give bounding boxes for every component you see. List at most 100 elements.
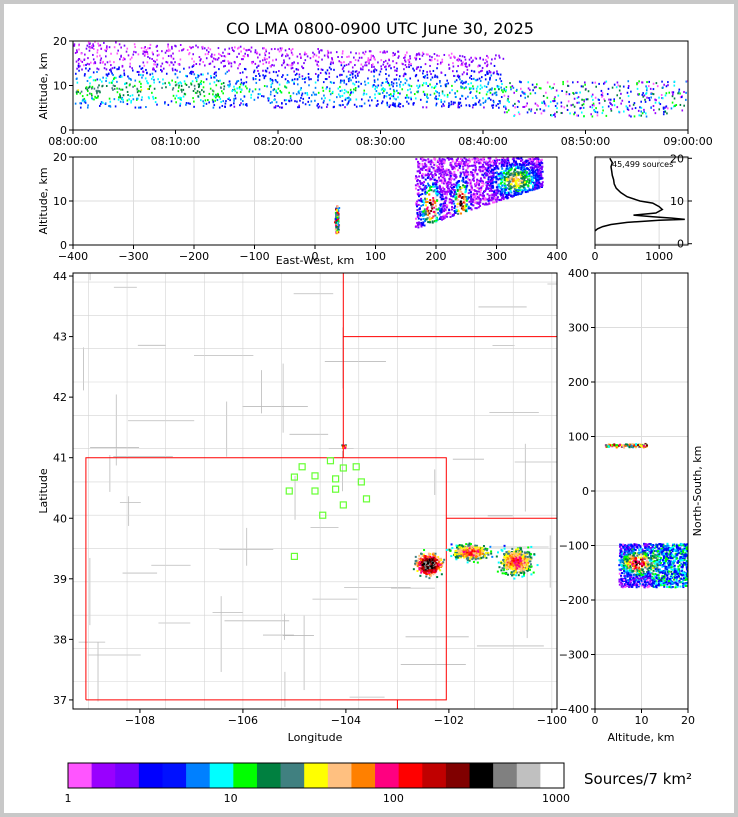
ew-source bbox=[477, 202, 480, 205]
time-altitude-source bbox=[388, 65, 390, 68]
time-altitude-source bbox=[479, 87, 482, 90]
ew-source bbox=[520, 174, 523, 177]
plan-source bbox=[433, 559, 436, 562]
time-altitude-source bbox=[137, 89, 140, 92]
time-altitude-source bbox=[642, 92, 644, 95]
ew-source bbox=[418, 199, 421, 202]
time-altitude-source bbox=[483, 85, 486, 88]
time-altitude-source bbox=[192, 97, 194, 100]
ew-source bbox=[508, 185, 511, 188]
ew-source bbox=[335, 226, 338, 229]
ew-source bbox=[509, 180, 512, 183]
ew-source bbox=[443, 177, 446, 180]
time-altitude-source bbox=[119, 58, 121, 61]
ew-source bbox=[427, 209, 430, 212]
ew-source bbox=[434, 200, 437, 203]
time-altitude-source bbox=[266, 85, 268, 88]
time-altitude-source bbox=[142, 61, 145, 64]
time-altitude-source bbox=[444, 83, 447, 86]
ew-source bbox=[501, 190, 504, 193]
time-altitude-source bbox=[345, 97, 347, 100]
time-altitude-source bbox=[118, 87, 121, 90]
time-altitude-source bbox=[488, 69, 491, 72]
time-altitude-source bbox=[268, 56, 271, 59]
time-altitude-source bbox=[194, 76, 197, 79]
plan-source bbox=[420, 552, 423, 555]
ew-source bbox=[511, 178, 514, 181]
plan-source bbox=[431, 563, 434, 566]
time-altitude-source bbox=[326, 69, 329, 72]
time-altitude-source bbox=[498, 54, 500, 57]
ew-source bbox=[476, 195, 479, 198]
time-altitude-source bbox=[393, 78, 396, 81]
time-altitude-source bbox=[154, 63, 157, 66]
time-altitude-source bbox=[493, 71, 495, 74]
time-altitude-source bbox=[470, 69, 473, 72]
time-altitude-source bbox=[646, 96, 648, 99]
time-altitude-source bbox=[610, 109, 613, 112]
time-altitude-source bbox=[464, 65, 467, 68]
ew-source bbox=[426, 217, 429, 220]
ew-source bbox=[442, 217, 445, 220]
time-altitude-source bbox=[598, 98, 600, 101]
time-altitude-source bbox=[253, 69, 256, 72]
time-altitude-source bbox=[120, 75, 123, 78]
time-altitude-source bbox=[296, 72, 298, 75]
ew-source bbox=[419, 193, 422, 196]
ew-source bbox=[474, 185, 477, 188]
plan-source bbox=[456, 555, 459, 558]
time-altitude-source bbox=[357, 74, 359, 77]
time-altitude-source bbox=[171, 47, 173, 50]
time-altitude-source bbox=[174, 61, 176, 64]
time-altitude-source bbox=[644, 98, 646, 101]
ew-source bbox=[478, 184, 481, 187]
time-altitude-source bbox=[610, 102, 612, 105]
time-altitude-source bbox=[419, 57, 421, 60]
time-altitude-source bbox=[369, 58, 372, 61]
time-altitude-source bbox=[431, 56, 433, 59]
time-altitude-source bbox=[269, 79, 272, 82]
time-altitude-source bbox=[660, 94, 663, 97]
ew-source bbox=[541, 170, 544, 173]
time-altitude-source bbox=[410, 98, 413, 101]
time-altitude-source bbox=[325, 78, 328, 81]
ew-source bbox=[465, 187, 468, 190]
ew-source bbox=[513, 168, 516, 171]
plan-source bbox=[473, 555, 476, 558]
time-altitude-source bbox=[662, 86, 664, 89]
time-altitude-source bbox=[553, 113, 555, 116]
ew-source bbox=[525, 160, 528, 163]
time-altitude-source bbox=[576, 81, 579, 84]
ew-source bbox=[483, 194, 486, 197]
time-altitude-source bbox=[413, 93, 416, 96]
time-altitude-source bbox=[438, 54, 440, 57]
time-altitude-source bbox=[317, 103, 319, 106]
ew-source bbox=[417, 217, 420, 220]
ew-source bbox=[459, 204, 462, 207]
ew-source bbox=[532, 158, 535, 161]
time-altitude-source bbox=[182, 95, 185, 98]
ew-source bbox=[527, 189, 530, 192]
time-altitude-source bbox=[113, 46, 116, 49]
ew-source bbox=[444, 181, 447, 184]
ew-source bbox=[446, 157, 449, 160]
plan-source bbox=[418, 566, 421, 569]
time-altitude-source bbox=[211, 60, 214, 63]
time-altitude-source bbox=[617, 84, 620, 87]
ew-source bbox=[465, 205, 468, 208]
plan-source bbox=[418, 568, 421, 571]
ew-source bbox=[501, 196, 504, 199]
time-altitude-source bbox=[489, 76, 491, 79]
ew-source bbox=[433, 185, 436, 188]
ew-source bbox=[475, 207, 478, 210]
time-altitude-source bbox=[626, 108, 629, 111]
ew-source bbox=[479, 193, 482, 196]
ew-source bbox=[517, 166, 520, 169]
ew-source bbox=[463, 197, 466, 200]
time-altitude-source bbox=[658, 101, 661, 104]
ew-source bbox=[487, 176, 490, 179]
ew-source bbox=[453, 202, 456, 205]
time-altitude-source bbox=[278, 106, 281, 109]
time-altitude-source bbox=[367, 59, 369, 62]
time-altitude-source bbox=[570, 104, 573, 107]
